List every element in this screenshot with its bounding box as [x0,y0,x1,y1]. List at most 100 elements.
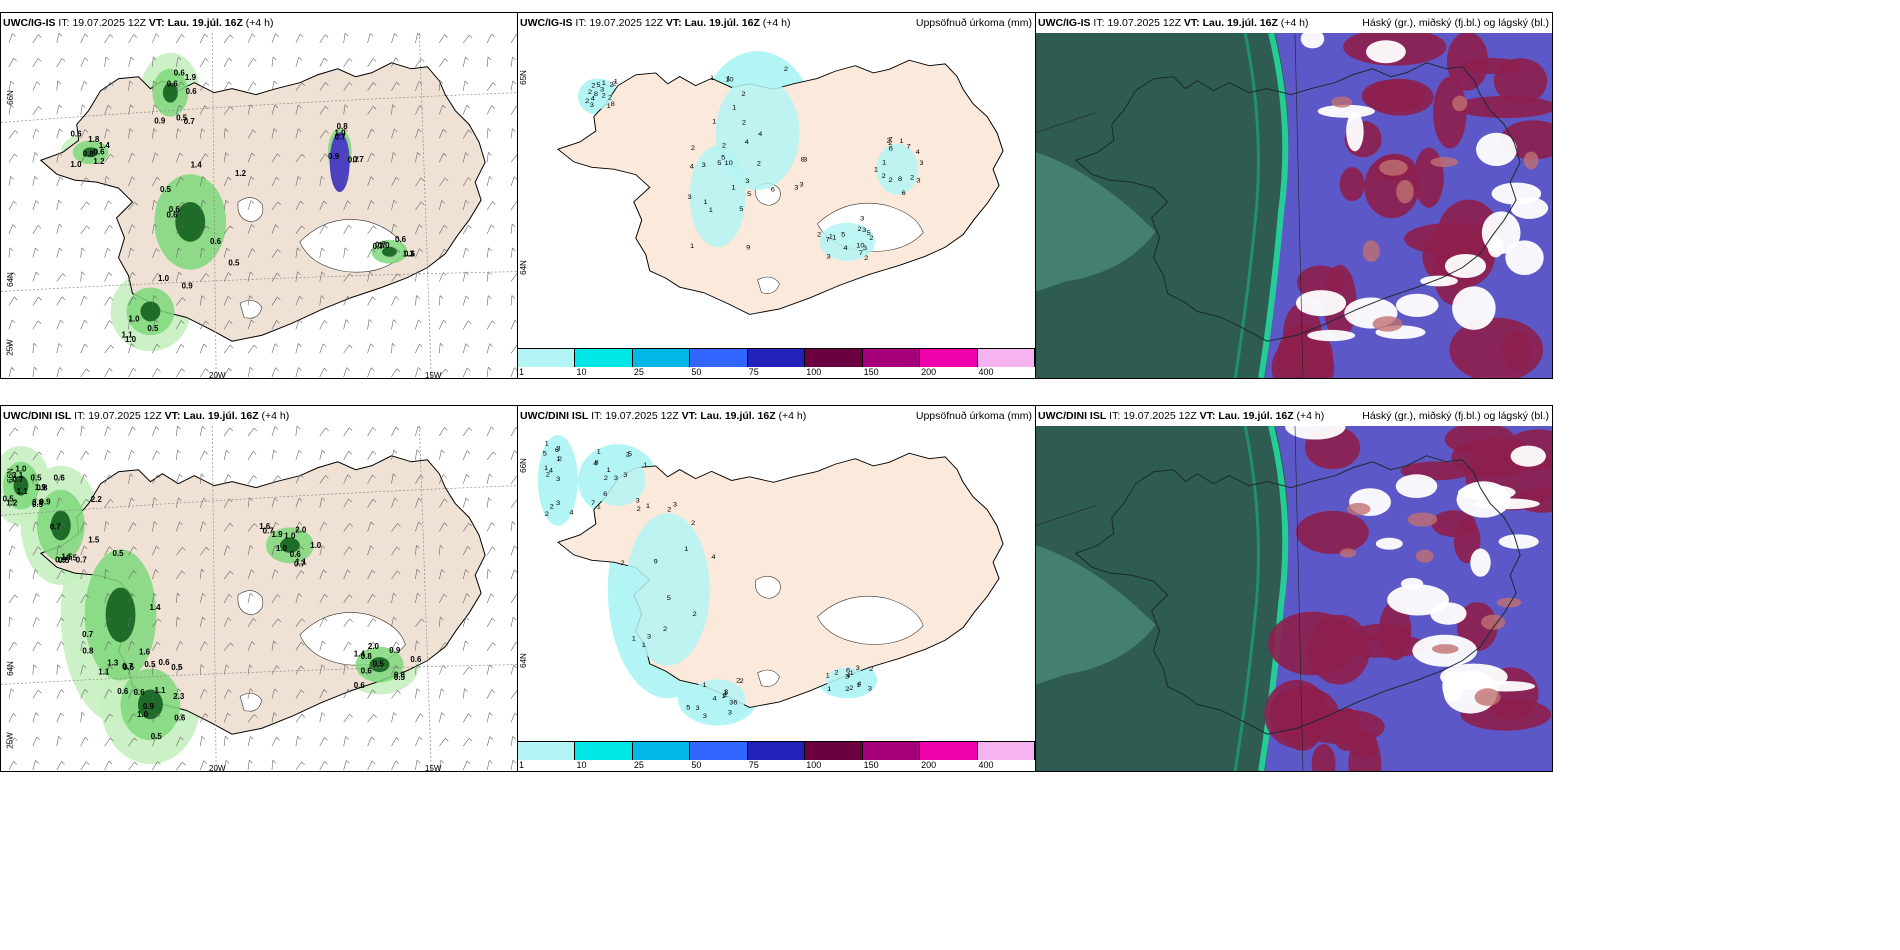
precip-value-label: 0.9 [182,282,194,291]
wind-barb-flag [439,80,444,84]
wind-barb [415,248,420,258]
wind-barb [80,474,85,484]
wind-barb-flag [38,34,42,38]
precip-value-label: 1.1 [296,558,308,567]
wind-barb-flag [105,569,109,573]
wind-barb [319,247,323,258]
wind-barb-flag [108,760,113,765]
wind-barb-flag [321,271,326,276]
precip-value-label: 0.7 [82,630,94,639]
wind-barb-flag [345,736,349,740]
wind-barb [199,343,205,354]
wind-barb-flag [395,296,399,300]
wind-barb [415,201,422,211]
accum-value-label: 4 [591,95,595,103]
accum-value-label: 4 [690,163,694,171]
wind-barb-flag [297,247,301,252]
wind-barb-flag [346,152,350,156]
wind-barb-flag [515,641,517,644]
accum-value-label: 5 [667,594,671,602]
wind-barb [415,688,418,699]
accum-value-label: 2 [869,665,873,673]
wind-barb-flag [35,271,40,276]
wind-barb-flag [512,80,516,85]
wind-barb-flag [444,427,448,431]
accum-value-label: 1 [642,641,646,649]
wind-barb [415,545,417,556]
wind-barb [152,426,157,437]
wind-barb-flag [274,569,279,573]
wind-barb-flag [299,319,303,324]
wind-barb [295,200,301,211]
wind-barb-flag [253,618,257,622]
wind-barb-flag [443,474,447,478]
wind-barb [104,593,108,604]
wind-barb [415,128,419,139]
wind-barb [367,225,374,235]
wind-barb-flag [10,176,14,180]
wind-barb [104,641,109,651]
wind-barb [415,713,421,723]
wind-barb [128,343,132,354]
wind-barb [104,154,111,163]
wind-barb [391,665,396,675]
wind-barb [510,80,514,91]
precip-value-label: 0.6 [117,687,129,696]
wind-barb [271,201,278,211]
precip-value-label: 0.5 [147,324,159,333]
wind-barb [462,343,467,354]
wind-barb-flag [253,344,258,349]
wind-barb-flag [273,640,277,645]
vt-label: VT: [665,17,682,29]
wind-barb [247,569,252,580]
wind-barb [199,617,203,627]
wind-barb-flag [444,58,449,62]
wind-barb [391,200,395,211]
wind-barb [343,618,350,628]
wind-barb [80,271,82,282]
vt-value: Lau. 19.júl. 16Z [167,17,243,29]
wind-barb-flag [12,33,16,37]
wind-barb [247,152,253,163]
wind-barb [343,152,347,163]
wind-barb [295,128,299,139]
wind-barb [295,343,299,354]
wind-barb-flag [107,426,111,430]
wind-barb-flag [373,714,377,718]
wind-barb-flag [349,594,353,598]
accum-value-label: 1 [545,440,549,448]
vt-label: VT: [164,410,181,422]
wind-barb-flag [81,247,85,251]
precip-value-label: 0.7 [348,155,360,164]
precip-value-label: 2.0 [295,526,307,535]
wind-barb-flag [419,713,424,717]
wind-barb [104,345,111,354]
wind-barb [152,618,159,628]
wind-barb-flag [201,247,206,252]
wind-barb-flag [206,225,210,230]
wind-barb-flag [131,593,136,597]
precip-value-label: 0.5 [31,474,43,483]
wind-barb-flag [300,570,305,574]
wind-barb-flag [443,320,447,324]
wind-barb [80,129,86,139]
wind-barb-flag [444,498,448,503]
wind-barb [319,200,325,211]
wind-barb-flag [513,176,517,180]
wind-barb-flag [297,271,301,275]
wind-barb [486,56,489,67]
accum-value-label: 2 [546,471,550,479]
precip-value-label: 1.2 [6,498,18,507]
wind-barb-flag [325,34,329,38]
precip-value-label: 2.2 [91,495,103,504]
wind-barb-flag [372,106,377,110]
wind-barb-flag [34,366,38,371]
accum-value-label: 2 [857,225,861,233]
wind-barb [439,343,441,354]
wind-barb-flag [277,618,282,623]
accum-value-label: 3 [724,688,728,696]
wind-barb [391,273,398,282]
wind-barb-flag [395,57,399,61]
wind-barb [223,367,229,378]
wind-barb [152,272,158,282]
